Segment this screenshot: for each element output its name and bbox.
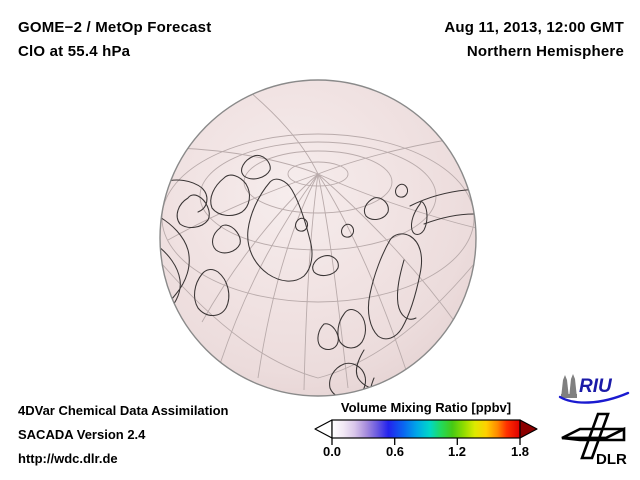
colorbar-under-arrow bbox=[314, 419, 333, 439]
colorbar-tick-2: 1.2 bbox=[447, 444, 467, 459]
colorbar-body bbox=[331, 419, 521, 439]
globe-map bbox=[158, 78, 478, 398]
colorbar-over-arrow bbox=[519, 419, 538, 439]
dlr-logo: DLR bbox=[558, 412, 636, 468]
colorbar-tick-1: 0.6 bbox=[385, 444, 405, 459]
colorbar: Volume Mixing Ratio [ppbv] bbox=[310, 400, 542, 472]
riu-swoosh-icon bbox=[558, 391, 630, 404]
globe-rim bbox=[159, 79, 477, 397]
assimilation-credit: 4DVar Chemical Data Assimilation bbox=[18, 403, 229, 418]
timestamp-label: Aug 11, 2013, 12:00 GMT bbox=[444, 19, 624, 36]
dlr-emblem-icon bbox=[561, 412, 626, 460]
globe-disc bbox=[160, 80, 476, 396]
colorbar-ticks bbox=[331, 438, 521, 445]
colorbar-gradient bbox=[314, 419, 538, 445]
riu-logo: RIU bbox=[556, 372, 632, 406]
instrument-title: GOME−2 / MetOp Forecast bbox=[18, 19, 212, 36]
riu-cathedral-icon bbox=[561, 374, 577, 398]
colorbar-tick-0: 0.0 bbox=[322, 444, 342, 459]
hemisphere-label: Northern Hemisphere bbox=[466, 43, 624, 60]
dlr-wordmark: DLR bbox=[596, 451, 627, 468]
species-level-title: ClO at 55.4 hPa bbox=[18, 43, 131, 60]
riu-wordmark: RIU bbox=[579, 376, 613, 397]
colorbar-tick-labels: 0.0 0.6 1.2 1.8 bbox=[310, 444, 542, 464]
colorbar-title: Volume Mixing Ratio [ppbv] bbox=[340, 400, 512, 415]
website-link[interactable]: http://wdc.dlr.de bbox=[18, 451, 118, 466]
version-credit: SACADA Version 2.4 bbox=[18, 427, 146, 442]
colorbar-tick-3: 1.8 bbox=[510, 444, 530, 459]
